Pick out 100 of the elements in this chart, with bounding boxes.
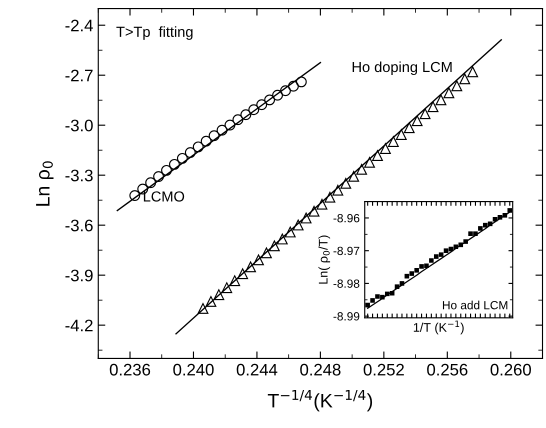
point bbox=[272, 90, 283, 101]
point bbox=[161, 164, 172, 176]
point bbox=[213, 289, 224, 300]
point bbox=[356, 164, 368, 175]
x-tick-label: 0.260 bbox=[490, 364, 531, 376]
y-axis-title: Ln( ρ$_{0}$/T) bbox=[318, 236, 330, 284]
point bbox=[404, 274, 410, 279]
y-tick-label: -4.2 bbox=[65, 320, 93, 332]
point bbox=[316, 198, 328, 210]
point bbox=[256, 99, 268, 110]
point bbox=[507, 208, 512, 213]
point bbox=[169, 158, 180, 170]
y-tick-label: -8.98 bbox=[333, 279, 360, 288]
series-label: Ho doping LCM bbox=[352, 61, 452, 76]
point bbox=[276, 234, 288, 244]
point bbox=[478, 226, 483, 231]
point bbox=[308, 206, 320, 217]
point bbox=[192, 141, 204, 152]
point bbox=[412, 115, 423, 126]
point bbox=[459, 73, 470, 84]
point bbox=[380, 143, 391, 154]
x-tick-label: 0.236 bbox=[110, 364, 150, 376]
y-tick-label: -8.96 bbox=[333, 214, 360, 222]
y-tick-label: -8.99 bbox=[333, 312, 360, 321]
point bbox=[268, 240, 280, 252]
point bbox=[429, 258, 434, 263]
point bbox=[400, 281, 404, 286]
point bbox=[237, 268, 248, 280]
y-axis-title: Ln ρ$_{0}$ bbox=[36, 161, 54, 206]
x-tick-label: 0.256 bbox=[427, 364, 468, 376]
point bbox=[216, 124, 228, 136]
y-tick-label: -3.6 bbox=[65, 220, 93, 232]
point bbox=[292, 220, 304, 230]
point bbox=[253, 254, 264, 266]
point bbox=[482, 222, 488, 228]
point bbox=[129, 190, 140, 201]
point bbox=[296, 76, 307, 88]
y-tick-label: -3.3 bbox=[65, 170, 93, 182]
point bbox=[451, 80, 462, 92]
x-tick-label: 0.244 bbox=[236, 364, 278, 376]
point bbox=[264, 94, 276, 106]
point bbox=[443, 87, 454, 98]
point bbox=[444, 248, 448, 253]
point bbox=[245, 261, 256, 272]
point bbox=[284, 226, 296, 238]
point bbox=[419, 264, 424, 269]
annotation: T>Tp fitting bbox=[116, 26, 193, 40]
point bbox=[364, 156, 375, 168]
x-axis-title: T$^{−1/4}$(K$^{−1/4}$) bbox=[268, 390, 372, 412]
point bbox=[332, 184, 344, 196]
point bbox=[375, 294, 380, 299]
point bbox=[468, 231, 473, 236]
point bbox=[448, 246, 454, 252]
point bbox=[372, 150, 383, 161]
y-tick-label: -3.0 bbox=[65, 120, 93, 132]
point bbox=[229, 275, 240, 286]
point bbox=[388, 136, 399, 147]
point bbox=[428, 101, 438, 112]
point bbox=[224, 120, 236, 130]
y-tick-label: -3.9 bbox=[65, 270, 93, 282]
point bbox=[396, 129, 407, 140]
point bbox=[200, 136, 212, 147]
x-tick-label: 0.240 bbox=[173, 364, 214, 376]
point bbox=[365, 302, 370, 308]
point bbox=[404, 122, 415, 134]
point bbox=[221, 282, 232, 294]
point bbox=[206, 296, 216, 307]
point bbox=[176, 152, 188, 164]
point bbox=[420, 108, 431, 120]
point bbox=[340, 178, 352, 189]
point bbox=[261, 247, 272, 258]
point bbox=[438, 252, 444, 257]
x-tick-label: 0.248 bbox=[300, 364, 341, 376]
point bbox=[248, 104, 260, 116]
x-tick-label: 0.252 bbox=[364, 364, 404, 376]
point bbox=[424, 263, 429, 268]
point bbox=[208, 130, 220, 142]
point bbox=[300, 212, 312, 224]
point bbox=[145, 177, 156, 188]
point bbox=[436, 94, 446, 106]
point bbox=[324, 192, 336, 203]
point bbox=[280, 85, 291, 96]
point bbox=[240, 109, 252, 120]
point bbox=[414, 268, 419, 273]
series-label: LCMO bbox=[144, 191, 184, 202]
point bbox=[288, 80, 299, 92]
point bbox=[348, 170, 360, 182]
point bbox=[184, 147, 196, 158]
y-tick-label: -8.97 bbox=[333, 246, 360, 256]
point bbox=[232, 114, 244, 126]
y-tick-label: -2.4 bbox=[65, 20, 93, 32]
point bbox=[198, 303, 208, 314]
point bbox=[153, 171, 164, 182]
point bbox=[409, 271, 414, 276]
point bbox=[434, 254, 439, 259]
point bbox=[370, 298, 375, 303]
y-tick-label: -2.7 bbox=[65, 70, 93, 82]
annotation: Ho add LCM bbox=[442, 300, 508, 310]
x-axis-title: 1/T (K$^{−1}$) bbox=[414, 320, 464, 334]
point bbox=[467, 66, 478, 78]
